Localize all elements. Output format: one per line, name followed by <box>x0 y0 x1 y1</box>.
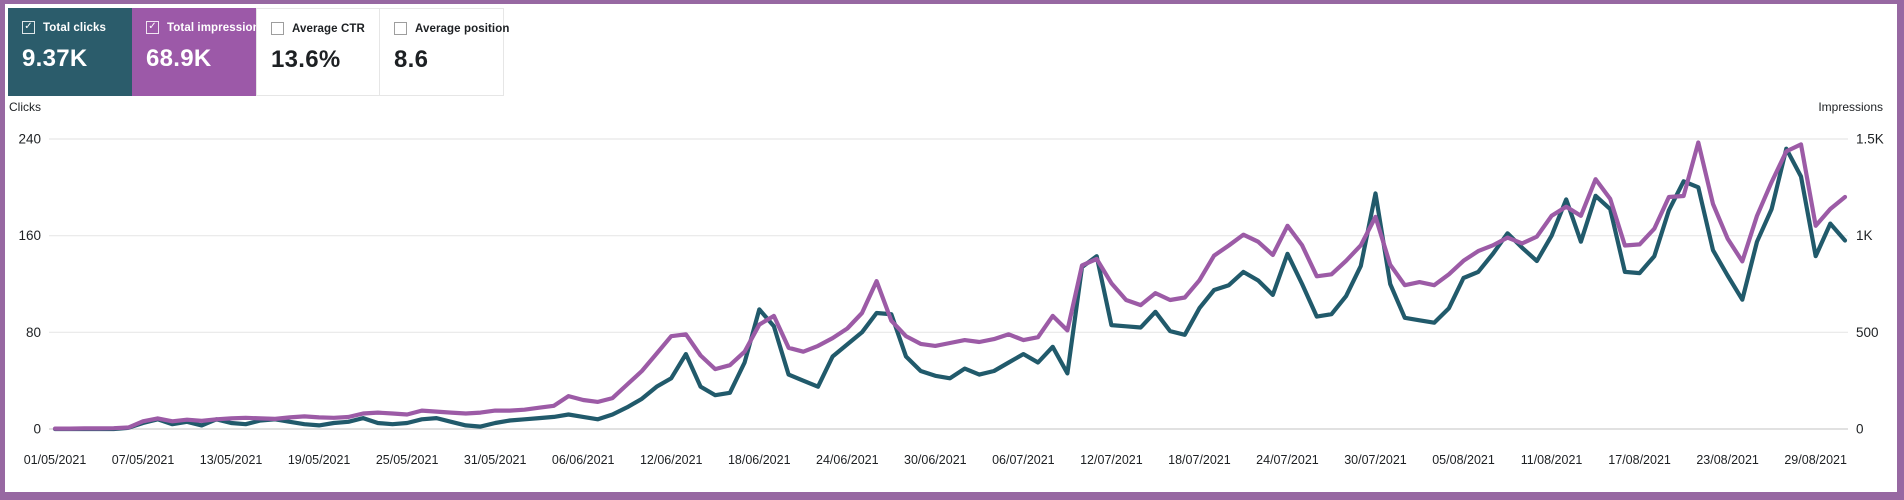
metric-card-label: Total clicks <box>43 21 106 34</box>
metric-card-value: 13.6% <box>271 46 341 73</box>
x-axis-label: 25/05/2021 <box>376 453 439 467</box>
left-axis-tick-label: 240 <box>18 132 41 147</box>
metric-card-total-impressions[interactable]: ✓ Total impressions 68.9K <box>132 8 266 96</box>
x-axis-label: 19/05/2021 <box>288 453 351 467</box>
x-axis-label: 05/08/2021 <box>1432 453 1495 467</box>
x-axis-label: 29/08/2021 <box>1784 453 1847 467</box>
x-axis-label: 18/06/2021 <box>728 453 791 467</box>
x-axis-label: 31/05/2021 <box>464 453 527 467</box>
checkbox-unchecked-icon[interactable] <box>271 22 284 35</box>
right-axis-tick-label: 1K <box>1856 228 1873 243</box>
checkbox-checked-icon[interactable]: ✓ <box>22 21 35 34</box>
right-axis-tick-label: 500 <box>1856 325 1879 340</box>
performance-chart-svg[interactable]: 240 1.5K 160 1K 80 500 0 0 Clicks Impressions 01/0… <box>5 99 1897 484</box>
metric-card-label: Average position <box>415 22 510 35</box>
total-clicks-line <box>52 146 1848 432</box>
x-axis-label: 06/07/2021 <box>992 453 1055 467</box>
x-axis-label: 06/06/2021 <box>552 453 615 467</box>
performance-chart[interactable]: 240 1.5K 160 1K 80 500 0 0 Clicks Impressions 01/0… <box>5 99 1897 484</box>
x-axis-label: 24/07/2021 <box>1256 453 1319 467</box>
checkbox-unchecked-icon[interactable] <box>394 22 407 35</box>
left-axis-tick-label: 160 <box>18 228 41 243</box>
x-axis-label: 24/06/2021 <box>816 453 879 467</box>
right-axis-tick-label: 1.5K <box>1856 132 1884 147</box>
x-axis-label: 17/08/2021 <box>1608 453 1671 467</box>
metric-card-label: Average CTR <box>292 22 365 35</box>
x-axis-label: 30/06/2021 <box>904 453 967 467</box>
x-axis-label: 18/07/2021 <box>1168 453 1231 467</box>
x-axis-label: 07/05/2021 <box>112 453 175 467</box>
total-impressions-line <box>52 140 1848 431</box>
metric-card-value: 9.37K <box>22 45 88 72</box>
left-axis-tick-label: 80 <box>26 325 41 340</box>
checkbox-checked-icon[interactable]: ✓ <box>146 21 159 34</box>
metric-card-label: Total impressions <box>167 21 267 34</box>
x-axis-label: 01/05/2021 <box>24 453 87 467</box>
x-axis-label: 12/07/2021 <box>1080 453 1143 467</box>
right-axis-tick-label: 0 <box>1856 422 1864 437</box>
metric-card-value: 8.6 <box>394 46 429 73</box>
right-axis-title: Impressions <box>1818 100 1883 114</box>
metric-card-value: 68.9K <box>146 45 212 72</box>
metric-cards-row: ✓ Total clicks 9.37K ✓ Total impressions… <box>8 8 509 96</box>
left-axis-tick-label: 0 <box>33 422 41 437</box>
metric-card-average-position[interactable]: Average position 8.6 <box>380 8 509 96</box>
x-axis-label: 30/07/2021 <box>1344 453 1407 467</box>
x-axis-label: 11/08/2021 <box>1521 453 1583 467</box>
x-axis-label: 13/05/2021 <box>200 453 263 467</box>
metric-card-total-clicks[interactable]: ✓ Total clicks 9.37K <box>8 8 132 96</box>
metric-card-average-ctr[interactable]: Average CTR 13.6% <box>256 8 380 96</box>
left-axis-title: Clicks <box>9 100 41 114</box>
x-axis-label: 23/08/2021 <box>1696 453 1759 467</box>
x-axis-label: 12/06/2021 <box>640 453 703 467</box>
